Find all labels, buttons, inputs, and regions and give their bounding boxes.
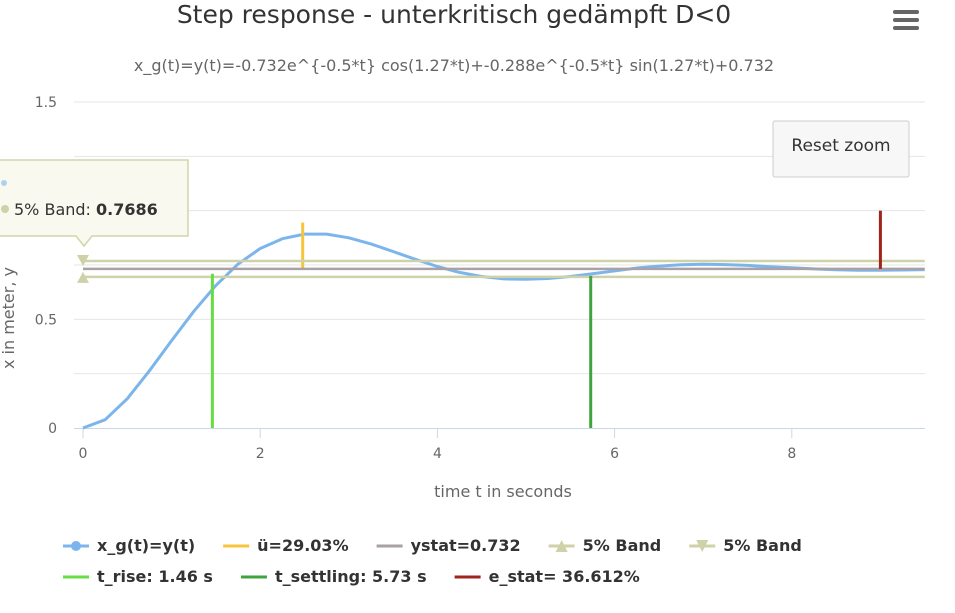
reset-zoom-label: Reset zoom: [791, 136, 890, 156]
legend-item[interactable]: ystat=0.732: [376, 536, 521, 555]
band-marker-down[interactable]: [77, 254, 89, 266]
tooltip: 5% Band: 0.7686: [0, 159, 189, 248]
tooltip-label: 5% Band:: [14, 200, 96, 219]
legend-item[interactable]: t_settling: 5.73 s: [240, 567, 427, 586]
y-tick-label: 0: [48, 421, 57, 437]
chart-title: Step response - unterkritisch gedämpft D…: [177, 0, 731, 29]
x-tick-label: 4: [433, 446, 442, 462]
legend-item[interactable]: t_rise: 1.46 s: [63, 567, 213, 586]
plot-area[interactable]: [77, 210, 925, 430]
legend-label: x_g(t)=y(t): [97, 536, 195, 555]
legend-label: t_settling: 5.73 s: [275, 567, 427, 586]
legend-label: ü=29.03%: [257, 536, 348, 555]
legend-swatch-marker: [71, 541, 81, 551]
grid-lines: [74, 101, 925, 429]
legend-label: 5% Band: [583, 536, 662, 555]
tooltip-text: 5% Band: 0.7686: [14, 200, 158, 219]
legend-label: e_stat= 36.612%: [489, 567, 640, 586]
x-tick-label: 0: [79, 446, 88, 462]
legend-label: 5% Band: [723, 536, 802, 555]
band-marker-up[interactable]: [77, 271, 89, 283]
x-tick-label: 8: [787, 446, 796, 462]
legend-swatch-marker: [555, 540, 568, 552]
tooltip-value: 0.7686: [96, 200, 158, 219]
series-line-0[interactable]: [82, 232, 925, 430]
y-axis-ticks: 0 0.5 1.5: [35, 95, 57, 437]
y-tick-label: 0.5: [35, 312, 57, 328]
legend-item[interactable]: 5% Band: [689, 536, 802, 555]
y-tick-label: 1.5: [35, 95, 57, 111]
x-axis-title: time t in seconds: [434, 482, 572, 501]
legend-label: t_rise: 1.46 s: [97, 567, 213, 586]
legend-item[interactable]: e_stat= 36.612%: [454, 567, 640, 586]
x-tick-label: 2: [256, 446, 265, 462]
legend: x_g(t)=y(t) ü=29.03% ystat=0.732 5% Band 5% …: [63, 536, 802, 586]
chart-subtitle: x_g(t)=y(t)=-0.732e^{-0.5*t} cos(1.27*t)…: [134, 56, 774, 76]
y-axis-title: x in meter, y: [0, 267, 18, 369]
legend-item[interactable]: x_g(t)=y(t): [63, 536, 195, 555]
legend-swatch-marker: [696, 540, 709, 552]
x-axis-ticks: 0 2 4 6 8: [79, 428, 796, 462]
x-tick-label: 6: [610, 446, 619, 462]
legend-item[interactable]: 5% Band: [548, 536, 662, 555]
legend-label: ystat=0.732: [411, 536, 521, 555]
legend-item[interactable]: ü=29.03%: [223, 536, 349, 555]
hamburger-menu-icon[interactable]: [886, 4, 926, 36]
reset-zoom-button[interactable]: Reset zoom: [772, 120, 910, 178]
